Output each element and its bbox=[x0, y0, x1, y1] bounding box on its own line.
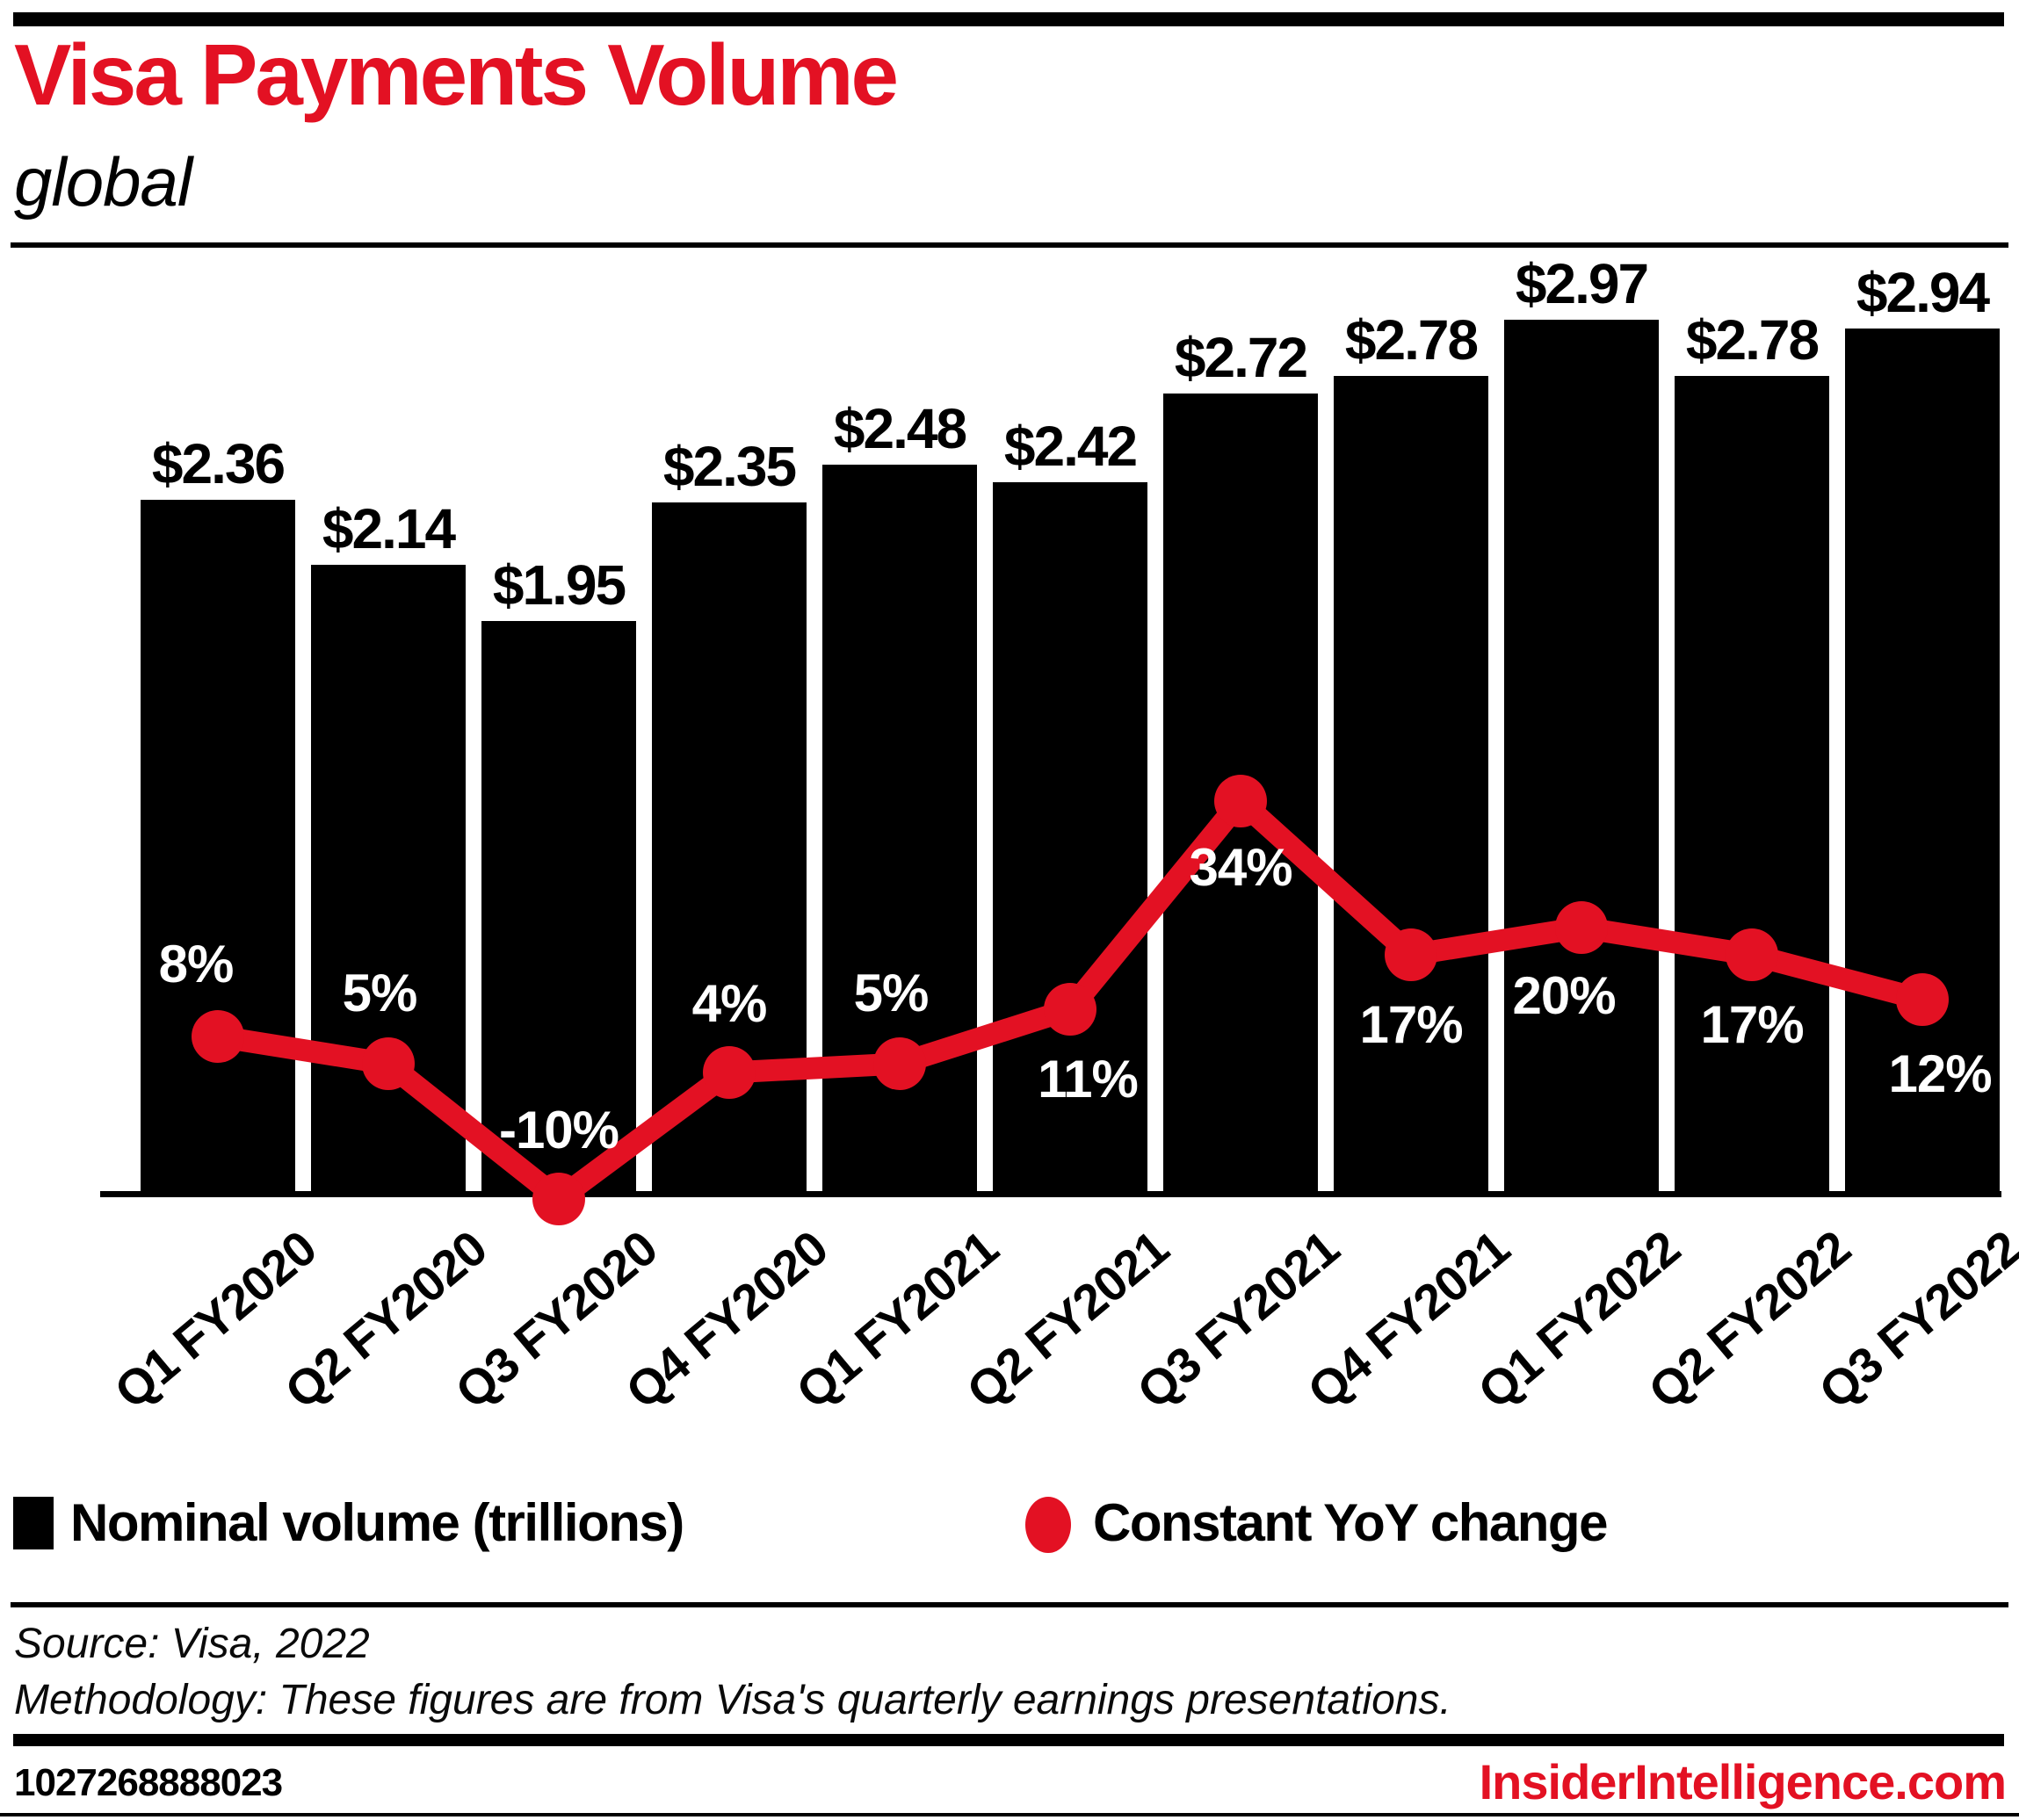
bar-q1-fy2021 bbox=[822, 465, 977, 1196]
source-note: Source: Visa, 2022 bbox=[14, 1621, 370, 1667]
bar-q1-fy2022 bbox=[1504, 320, 1659, 1196]
yoy-value-label: 17% bbox=[1700, 995, 1804, 1054]
bar-value-label: $2.72 bbox=[1174, 326, 1308, 389]
yoy-value-label: 20% bbox=[1512, 966, 1616, 1025]
line-series-dot-icon bbox=[1025, 1497, 1071, 1553]
page-title: Visa Payments Volume bbox=[14, 26, 899, 123]
legend-label-line-series: Constant YoY change bbox=[1093, 1493, 1608, 1552]
chart-area: $2.36 Q1 FY2020 $2.14 Q2 FY2020 $1.95 Q3 FY20… bbox=[0, 255, 2019, 1502]
footnote-divider bbox=[11, 1602, 2008, 1607]
bar-value-label: $2.94 bbox=[1856, 261, 1990, 324]
bar-value-label: $2.78 bbox=[1344, 308, 1479, 372]
yoy-value-label: -10% bbox=[498, 1101, 619, 1159]
publisher-site-label: InsiderIntelligence.com bbox=[1479, 1754, 2007, 1809]
yoy-value-label: 5% bbox=[342, 964, 418, 1022]
yoy-value-label: 5% bbox=[853, 964, 930, 1022]
bar-q2-fy2022 bbox=[1675, 376, 1829, 1196]
bar-value-label: $2.48 bbox=[833, 397, 967, 460]
bar-value-label: $2.36 bbox=[151, 432, 286, 495]
bar-q3-fy2021 bbox=[1163, 394, 1318, 1196]
bar-value-label: $2.42 bbox=[1003, 415, 1138, 478]
methodology-note: Methodology: These figures are from Visa… bbox=[14, 1677, 1451, 1723]
bar-series-swatch-icon bbox=[13, 1497, 54, 1549]
chart-id: 1027268888023 bbox=[14, 1761, 283, 1804]
yoy-value-label: 34% bbox=[1189, 838, 1292, 897]
bar-q2-fy2020 bbox=[311, 565, 466, 1196]
bar-value-label: $1.95 bbox=[492, 553, 626, 617]
x-axis-line bbox=[100, 1191, 2001, 1197]
bar-value-label: $2.14 bbox=[322, 497, 456, 560]
footer-accent-bar bbox=[13, 1734, 2004, 1746]
header-divider bbox=[11, 242, 2008, 248]
yoy-value-label: 17% bbox=[1359, 995, 1463, 1054]
bar-value-label: $2.35 bbox=[662, 435, 797, 498]
yoy-value-label: 12% bbox=[1888, 1044, 1992, 1103]
bar-q4-fy2020 bbox=[652, 502, 807, 1196]
legend: Nominal volume (trillions) Constant YoY … bbox=[0, 1491, 2019, 1562]
yoy-value-label: 8% bbox=[158, 935, 235, 993]
bar-q4-fy2021 bbox=[1334, 376, 1488, 1196]
yoy-value-label: 11% bbox=[1038, 1050, 1139, 1109]
bar-value-label: $2.78 bbox=[1685, 308, 1820, 372]
bottom-border bbox=[0, 1813, 2019, 1816]
yoy-value-label: 4% bbox=[691, 974, 768, 1033]
top-accent-bar bbox=[13, 12, 2004, 26]
page-subtitle: global bbox=[14, 143, 192, 220]
bar-value-label: $2.97 bbox=[1515, 252, 1649, 315]
legend-label-bar-series: Nominal volume (trillions) bbox=[70, 1493, 684, 1552]
bar-q1-fy2020 bbox=[141, 500, 295, 1196]
